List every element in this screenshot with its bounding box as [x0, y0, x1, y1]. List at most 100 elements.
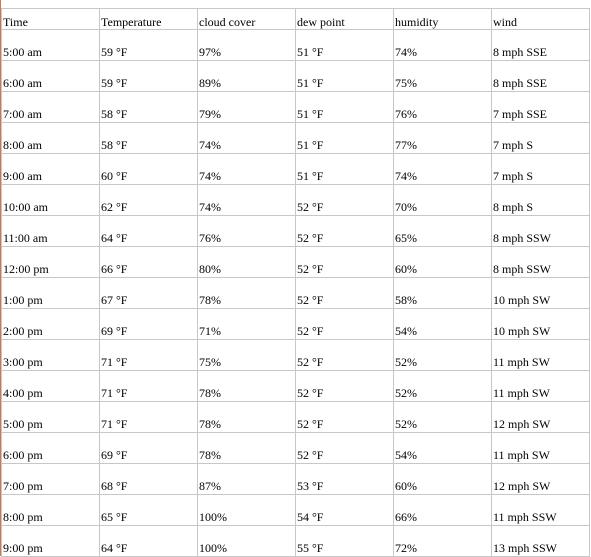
cell-cloud-cover[interactable]: 75% [197, 339, 296, 371]
cell-wind[interactable]: 8 mph SSE [491, 60, 590, 92]
cell-wind[interactable]: 7 mph S [491, 122, 590, 154]
cell-cloud-cover[interactable]: 87% [197, 463, 296, 495]
cell-dew-point[interactable]: 55 °F [295, 525, 394, 557]
cell-time[interactable]: 8:00 am [1, 122, 100, 154]
cell-temperature[interactable]: 71 °F [99, 370, 198, 402]
cell-humidity[interactable]: 77% [393, 122, 492, 154]
cell-wind[interactable]: 10 mph SW [491, 277, 590, 309]
cell-time[interactable]: 1:00 pm [1, 277, 100, 309]
cell-time[interactable]: 7:00 am [1, 91, 100, 123]
cell-cloud-cover[interactable]: 89% [197, 60, 296, 92]
cell-wind[interactable]: 11 mph SW [491, 432, 590, 464]
cell-wind[interactable]: 11 mph SSW [491, 494, 590, 526]
cell-temperature[interactable]: 68 °F [99, 463, 198, 495]
cell-time[interactable]: 8:00 pm [1, 494, 100, 526]
cell-temperature[interactable]: 66 °F [99, 246, 198, 278]
cell-cloud-cover[interactable]: 76% [197, 215, 296, 247]
cell-temperature[interactable]: 58 °F [99, 122, 198, 154]
cell-cloud-cover[interactable]: 100% [197, 525, 296, 557]
cell-wind[interactable]: 7 mph S [491, 153, 590, 185]
cell-temperature[interactable]: 71 °F [99, 339, 198, 371]
cell-humidity[interactable]: 52% [393, 401, 492, 433]
cell-cloud-cover[interactable]: 79% [197, 91, 296, 123]
cell-wind[interactable]: 8 mph SSW [491, 215, 590, 247]
cell-temperature[interactable]: 62 °F [99, 184, 198, 216]
cell-time[interactable]: 5:00 am [1, 29, 100, 61]
cell-wind[interactable]: 12 mph SW [491, 401, 590, 433]
cell-temperature[interactable]: 65 °F [99, 494, 198, 526]
cell-time[interactable]: 9:00 am [1, 153, 100, 185]
cell-wind[interactable]: 8 mph S [491, 184, 590, 216]
cell-humidity[interactable]: 52% [393, 370, 492, 402]
cell-time[interactable]: 9:00 pm [1, 525, 100, 557]
cell-dew-point[interactable]: 52 °F [295, 370, 394, 402]
cell-cloud-cover[interactable]: 97% [197, 29, 296, 61]
cell-dew-point[interactable]: 51 °F [295, 153, 394, 185]
cell-humidity[interactable]: 74% [393, 29, 492, 61]
header-cell-humidity[interactable]: humidity [393, 8, 492, 30]
cell-time[interactable]: 11:00 am [1, 215, 100, 247]
cell-humidity[interactable]: 65% [393, 215, 492, 247]
cell-time[interactable]: 6:00 pm [1, 432, 100, 464]
cell-time[interactable]: 12:00 pm [1, 246, 100, 278]
cell-humidity[interactable]: 54% [393, 308, 492, 340]
cell-wind[interactable]: 11 mph SW [491, 339, 590, 371]
cell-dew-point[interactable]: 52 °F [295, 432, 394, 464]
cell-wind[interactable]: 7 mph SSE [491, 91, 590, 123]
cell-temperature[interactable]: 59 °F [99, 29, 198, 61]
cell-humidity[interactable]: 54% [393, 432, 492, 464]
cell-wind[interactable]: 8 mph SSW [491, 246, 590, 278]
cell-cloud-cover[interactable]: 74% [197, 122, 296, 154]
cell-cloud-cover[interactable]: 78% [197, 370, 296, 402]
cell-dew-point[interactable]: 52 °F [295, 339, 394, 371]
cell-cloud-cover[interactable]: 71% [197, 308, 296, 340]
cell-wind[interactable]: 11 mph SW [491, 370, 590, 402]
cell-cloud-cover[interactable]: 74% [197, 184, 296, 216]
header-cell-temperature[interactable]: Temperature [99, 8, 198, 30]
cell-cloud-cover[interactable]: 78% [197, 277, 296, 309]
cell-dew-point[interactable]: 51 °F [295, 60, 394, 92]
cell-time[interactable]: 7:00 pm [1, 463, 100, 495]
cell-time[interactable]: 4:00 pm [1, 370, 100, 402]
cell-dew-point[interactable]: 53 °F [295, 463, 394, 495]
header-cell-time[interactable]: Time [1, 8, 100, 30]
cell-dew-point[interactable]: 52 °F [295, 401, 394, 433]
cell-cloud-cover[interactable]: 74% [197, 153, 296, 185]
cell-humidity[interactable]: 60% [393, 246, 492, 278]
header-cell-wind[interactable]: wind [491, 8, 590, 30]
cell-cloud-cover[interactable]: 78% [197, 432, 296, 464]
cell-cloud-cover[interactable]: 100% [197, 494, 296, 526]
cell-humidity[interactable]: 60% [393, 463, 492, 495]
cell-temperature[interactable]: 59 °F [99, 60, 198, 92]
cell-dew-point[interactable]: 52 °F [295, 215, 394, 247]
cell-dew-point[interactable]: 51 °F [295, 91, 394, 123]
cell-time[interactable]: 2:00 pm [1, 308, 100, 340]
cell-dew-point[interactable]: 52 °F [295, 277, 394, 309]
cell-cloud-cover[interactable]: 78% [197, 401, 296, 433]
cell-dew-point[interactable]: 51 °F [295, 122, 394, 154]
cell-dew-point[interactable]: 54 °F [295, 494, 394, 526]
cell-wind[interactable]: 12 mph SW [491, 463, 590, 495]
cell-dew-point[interactable]: 52 °F [295, 246, 394, 278]
cell-wind[interactable]: 13 mph SSW [491, 525, 590, 557]
cell-humidity[interactable]: 58% [393, 277, 492, 309]
cell-temperature[interactable]: 60 °F [99, 153, 198, 185]
cell-temperature[interactable]: 69 °F [99, 308, 198, 340]
cell-humidity[interactable]: 76% [393, 91, 492, 123]
cell-humidity[interactable]: 74% [393, 153, 492, 185]
header-cell-cloud-cover[interactable]: cloud cover [197, 8, 296, 30]
cell-wind[interactable]: 10 mph SW [491, 308, 590, 340]
cell-temperature[interactable]: 64 °F [99, 525, 198, 557]
cell-time[interactable]: 3:00 pm [1, 339, 100, 371]
cell-dew-point[interactable]: 52 °F [295, 308, 394, 340]
cell-humidity[interactable]: 66% [393, 494, 492, 526]
cell-cloud-cover[interactable]: 80% [197, 246, 296, 278]
cell-humidity[interactable]: 70% [393, 184, 492, 216]
cell-temperature[interactable]: 64 °F [99, 215, 198, 247]
cell-humidity[interactable]: 75% [393, 60, 492, 92]
cell-dew-point[interactable]: 52 °F [295, 184, 394, 216]
cell-humidity[interactable]: 72% [393, 525, 492, 557]
cell-temperature[interactable]: 67 °F [99, 277, 198, 309]
cell-wind[interactable]: 8 mph SSE [491, 29, 590, 61]
cell-humidity[interactable]: 52% [393, 339, 492, 371]
